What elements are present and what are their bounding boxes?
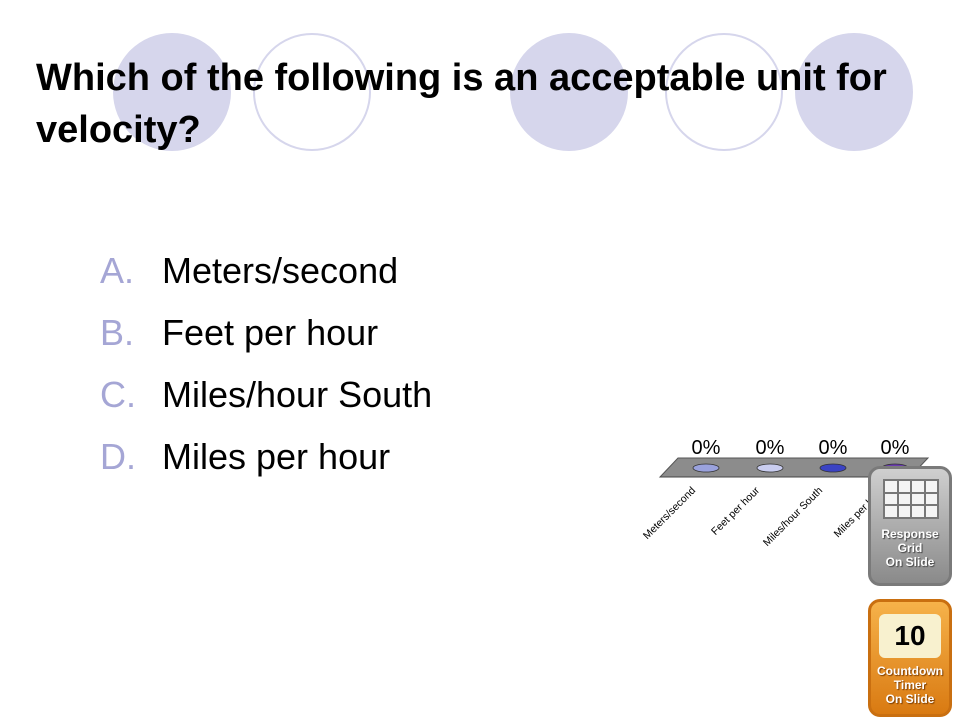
answer-option-b[interactable]: B. Feet per hour [100, 308, 432, 370]
answer-list: A. Meters/second B. Feet per hour C. Mil… [100, 246, 432, 494]
chart-bar [756, 463, 784, 473]
chart-data-label: 0% [819, 437, 848, 459]
countdown-value: 10 [879, 614, 941, 658]
decor-circle [510, 33, 628, 151]
chart-bar [819, 463, 847, 473]
chart-data-label: 0% [692, 437, 721, 459]
answer-letter: D. [100, 436, 136, 477]
answer-text: Miles per hour [162, 436, 391, 477]
answer-option-c[interactable]: C. Miles/hour South [100, 370, 432, 432]
answer-letter: B. [100, 312, 135, 353]
chart-bar [692, 463, 720, 473]
answer-option-d[interactable]: D. Miles per hour [100, 432, 432, 494]
chart-tick-label: Feet per hour [709, 484, 762, 537]
countdown-timer-button[interactable]: 10 Countdown Timer On Slide [868, 599, 952, 717]
answer-letter: A. [100, 250, 135, 291]
chart-data-label: 0% [881, 437, 910, 459]
answer-letter: C. [100, 374, 136, 415]
question-title: Which of the following is an acceptable … [36, 57, 887, 151]
answer-text: Feet per hour [162, 312, 379, 353]
answer-text: Miles/hour South [162, 374, 433, 415]
response-grid-button[interactable]: Response Grid On Slide [868, 466, 952, 586]
chart-tick-label: Miles/hour South [761, 485, 825, 549]
chart-tick-label: Meters/second [641, 485, 698, 542]
countdown-label: Countdown Timer On Slide [877, 664, 943, 706]
answer-text: Meters/second [162, 250, 399, 291]
decor-circle [253, 33, 371, 151]
chart-data-label: 0% [756, 437, 785, 459]
decor-circle [665, 33, 783, 151]
decor-circle [795, 33, 913, 151]
response-grid-label: Response Grid On Slide [881, 527, 939, 569]
answer-option-a[interactable]: A. Meters/second [100, 246, 432, 308]
decor-circle [113, 33, 231, 151]
grid-icon [883, 479, 939, 519]
